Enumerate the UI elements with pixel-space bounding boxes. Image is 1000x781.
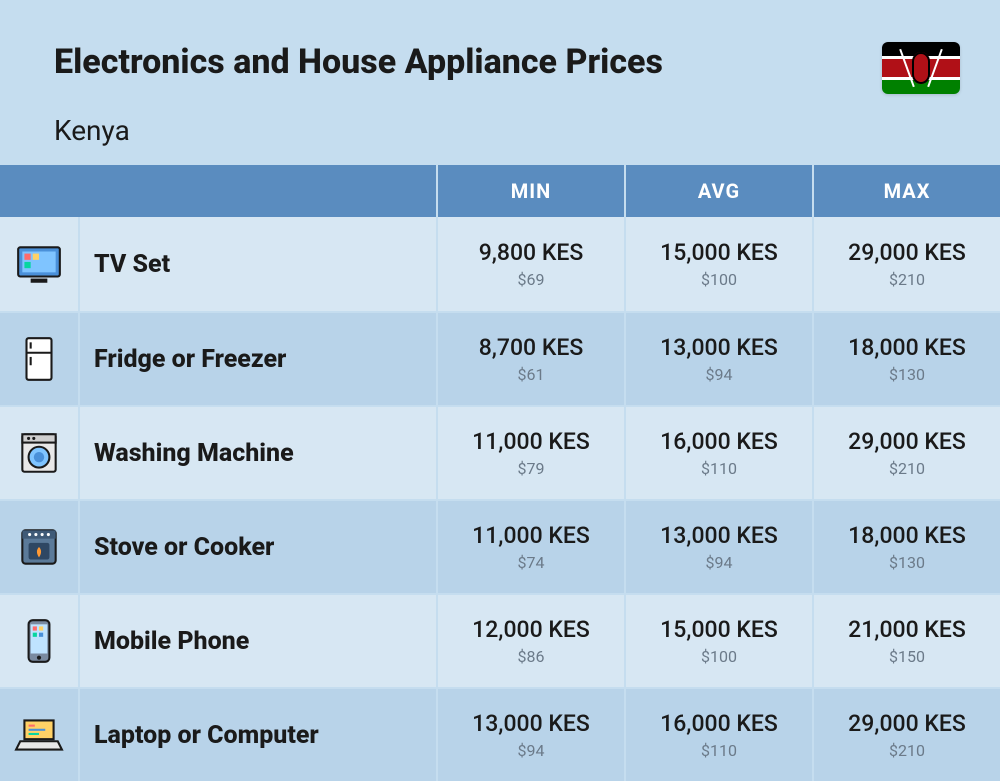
table-row: Fridge or Freezer 8,700 KES $61 13,000 KES $…	[0, 311, 1000, 405]
avg-cell: 15,000 KES $100	[624, 217, 812, 311]
max-cell: 29,000 KES $210	[812, 217, 1000, 311]
max-cell: 21,000 KES $150	[812, 593, 1000, 687]
min-usd: $86	[518, 647, 545, 666]
max-kes: 18,000 KES	[848, 522, 966, 549]
min-kes: 12,000 KES	[472, 616, 590, 643]
stove-icon	[0, 499, 78, 593]
min-cell: 9,800 KES $69	[436, 217, 624, 311]
table-row: Mobile Phone 12,000 KES $86 15,000 KES $100 2…	[0, 593, 1000, 687]
kenya-flag-icon	[882, 42, 960, 94]
header-min: MIN	[436, 165, 624, 217]
max-kes: 29,000 KES	[848, 428, 966, 455]
avg-kes: 16,000 KES	[660, 710, 778, 737]
header-icon-col	[0, 165, 78, 217]
max-cell: 29,000 KES $210	[812, 405, 1000, 499]
max-usd: $150	[889, 647, 925, 666]
avg-usd: $100	[701, 647, 737, 666]
item-name: Mobile Phone	[78, 593, 436, 687]
header-max: MAX	[812, 165, 1000, 217]
max-usd: $130	[889, 365, 925, 384]
item-name: Washing Machine	[78, 405, 436, 499]
min-usd: $69	[518, 270, 545, 289]
min-kes: 8,700 KES	[479, 334, 584, 361]
header-name-col	[78, 165, 436, 217]
avg-cell: 13,000 KES $94	[624, 499, 812, 593]
max-kes: 18,000 KES	[848, 334, 966, 361]
fridge-icon	[0, 311, 78, 405]
phone-icon	[0, 593, 78, 687]
avg-kes: 13,000 KES	[660, 522, 778, 549]
avg-cell: 15,000 KES $100	[624, 593, 812, 687]
avg-usd: $100	[701, 270, 737, 289]
table-row: TV Set 9,800 KES $69 15,000 KES $100 29,000 K…	[0, 217, 1000, 311]
max-usd: $210	[889, 741, 925, 760]
max-cell: 29,000 KES $210	[812, 687, 1000, 781]
min-cell: 8,700 KES $61	[436, 311, 624, 405]
min-kes: 13,000 KES	[472, 710, 590, 737]
max-usd: $210	[889, 270, 925, 289]
page-title: Electronics and House Appliance Prices	[54, 42, 663, 82]
avg-kes: 16,000 KES	[660, 428, 778, 455]
avg-usd: $110	[701, 741, 737, 760]
max-cell: 18,000 KES $130	[812, 311, 1000, 405]
avg-usd: $94	[706, 553, 733, 572]
avg-cell: 16,000 KES $110	[624, 405, 812, 499]
min-usd: $74	[518, 553, 545, 572]
price-table: MIN AVG MAX TV Set 9,800 KES $69 15,000 KES…	[0, 165, 1000, 781]
avg-usd: $94	[706, 365, 733, 384]
header-avg: AVG	[624, 165, 812, 217]
item-name: Stove or Cooker	[78, 499, 436, 593]
max-usd: $130	[889, 553, 925, 572]
avg-kes: 15,000 KES	[660, 239, 778, 266]
min-cell: 11,000 KES $74	[436, 499, 624, 593]
min-usd: $61	[518, 365, 545, 384]
avg-kes: 15,000 KES	[660, 616, 778, 643]
table-header-row: MIN AVG MAX	[0, 165, 1000, 217]
avg-cell: 16,000 KES $110	[624, 687, 812, 781]
max-kes: 21,000 KES	[848, 616, 966, 643]
tv-icon	[0, 217, 78, 311]
table-row: Stove or Cooker 11,000 KES $74 13,000 KES $9…	[0, 499, 1000, 593]
avg-cell: 13,000 KES $94	[624, 311, 812, 405]
table-row: Laptop or Computer 13,000 KES $94 16,000 KE…	[0, 687, 1000, 781]
min-kes: 9,800 KES	[479, 239, 584, 266]
avg-usd: $110	[701, 459, 737, 478]
item-name: Laptop or Computer	[78, 687, 436, 781]
max-cell: 18,000 KES $130	[812, 499, 1000, 593]
min-kes: 11,000 KES	[472, 428, 590, 455]
washer-icon	[0, 405, 78, 499]
min-usd: $79	[518, 459, 545, 478]
laptop-icon	[0, 687, 78, 781]
page: Electronics and House Appliance Prices K…	[0, 0, 1000, 776]
max-kes: 29,000 KES	[848, 710, 966, 737]
country-subtitle: Kenya	[54, 114, 130, 147]
item-name: Fridge or Freezer	[78, 311, 436, 405]
min-cell: 12,000 KES $86	[436, 593, 624, 687]
min-kes: 11,000 KES	[472, 522, 590, 549]
item-name: TV Set	[78, 217, 436, 311]
table-row: Washing Machine 11,000 KES $79 16,000 KES $1…	[0, 405, 1000, 499]
max-kes: 29,000 KES	[848, 239, 966, 266]
max-usd: $210	[889, 459, 925, 478]
min-usd: $94	[518, 741, 545, 760]
min-cell: 11,000 KES $79	[436, 405, 624, 499]
min-cell: 13,000 KES $94	[436, 687, 624, 781]
avg-kes: 13,000 KES	[660, 334, 778, 361]
